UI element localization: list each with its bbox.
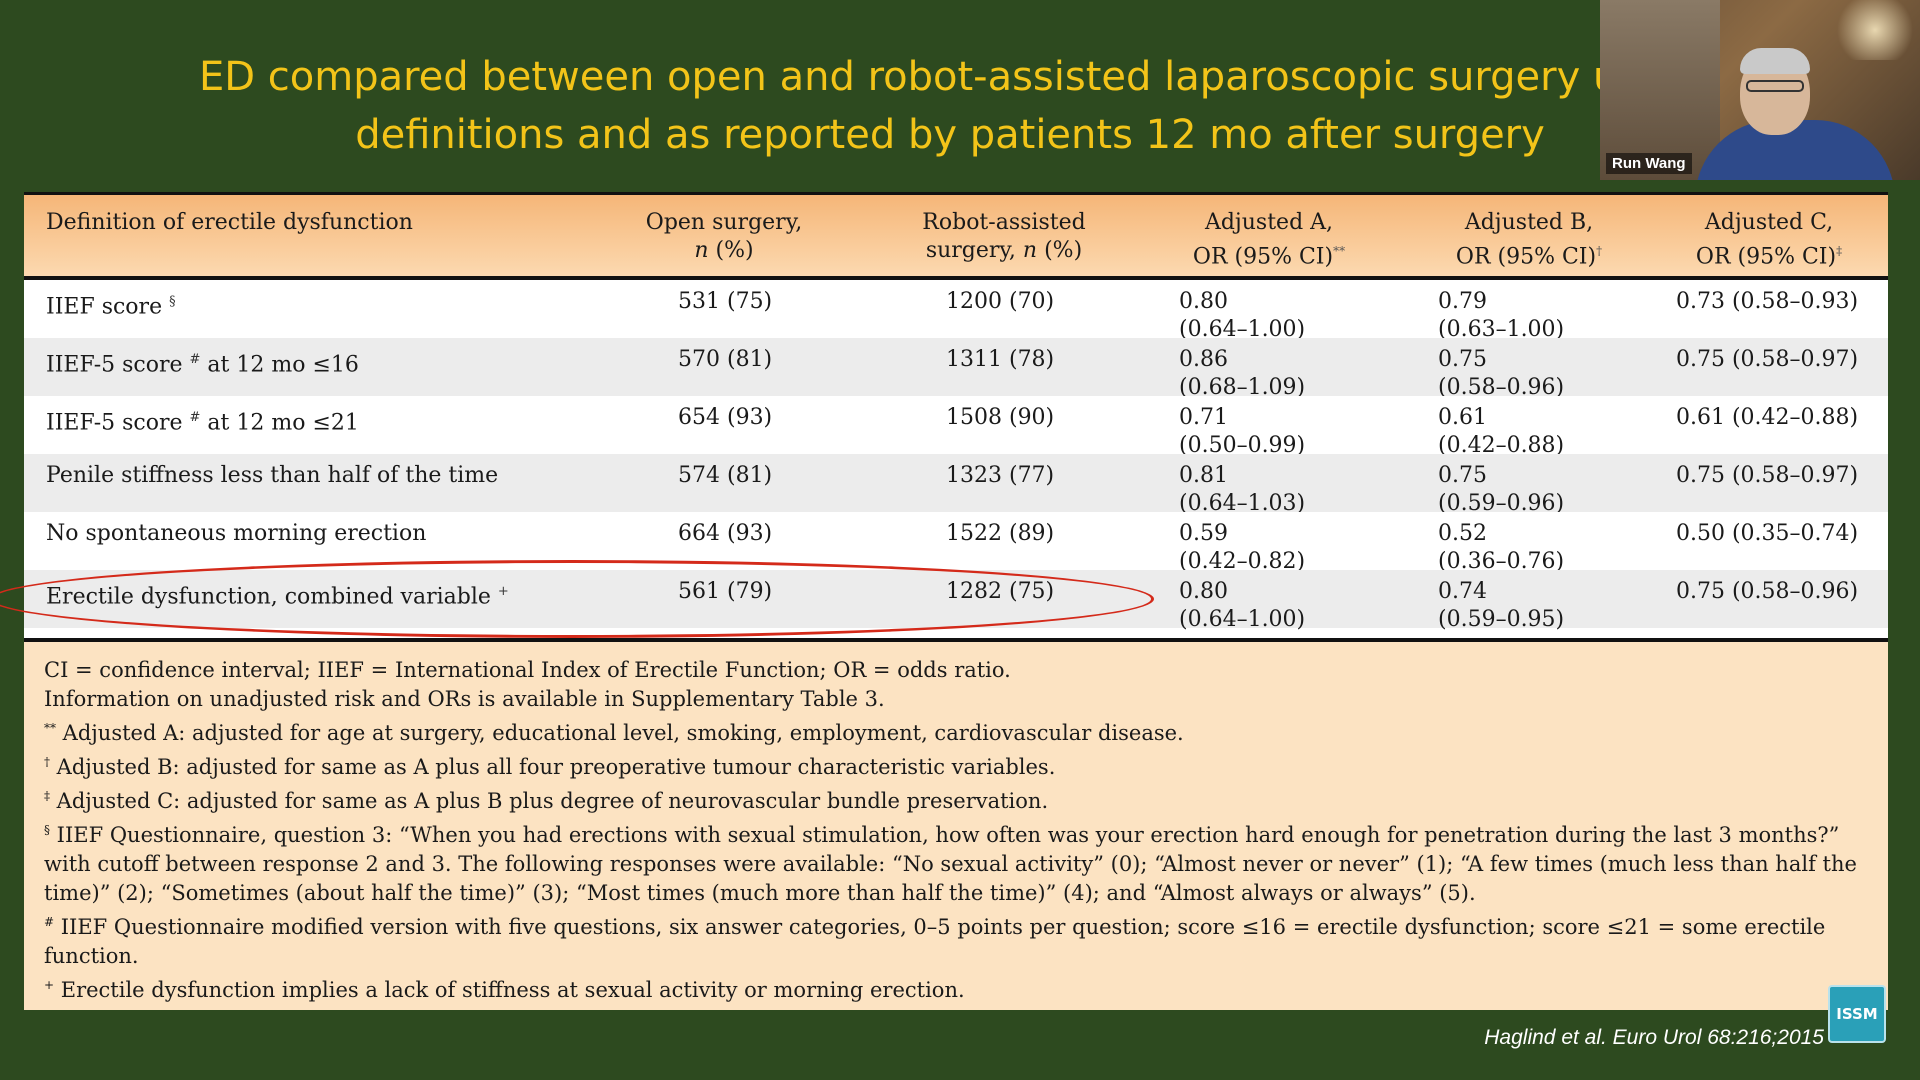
footnote: § IIEF Questionnaire, question 3: “When … [44,823,1857,905]
row-adjusted-c: 0.75 (0.58–0.97) [1676,463,1859,488]
row-definition: IIEF-5 score # at 12 mo ≤16 [46,352,359,378]
row-adjusted-c: 0.73 (0.58–0.93) [1676,289,1859,314]
participant-hair [1740,48,1810,74]
row-adjusted-a: 0.59 (0.42–0.82) [1179,521,1306,574]
header-open-surgery: Open surgery, n (%) [645,210,803,263]
row-adjusted-b: 0.52 (0.36–0.76) [1438,521,1565,574]
row-adjusted-b: 0.75 (0.59–0.96) [1438,463,1565,516]
citation: Haglind et al. Euro Urol 68:216;2015 [1484,1026,1824,1049]
row-adjusted-a: 0.80 (0.64–1.00) [1179,289,1306,342]
row-adjusted-b: 0.79 (0.63–1.00) [1438,289,1565,342]
table-row: IIEF-5 score # at 12 mo ≤21 654 (93) 150… [24,396,1888,458]
slide-title-line-1: ED compared between open and robot-assis… [198,54,1702,100]
row-definition: IIEF-5 score # at 12 mo ≤21 [46,410,359,436]
table-row: No spontaneous morning erection 664 (93)… [24,512,1888,574]
row-open: 664 (93) [678,521,773,546]
slide-title-line-2: definitions and as reported by patients … [355,112,1545,158]
table-body: IIEF score § 531 (75) 1200 (70) 0.80 (0.6… [24,280,1888,642]
table-footnotes: CI = confidence interval; IIEF = Interna… [44,656,1874,1005]
footnote: ‡ Adjusted C: adjusted for same as A plu… [44,789,1049,813]
row-open: 654 (93) [678,405,773,430]
row-open: 531 (75) [678,289,773,314]
footnote: # IIEF Questionnaire modified version wi… [44,915,1826,968]
participant-name-label: Run Wang [1606,153,1692,174]
row-adjusted-b: 0.61 (0.42–0.88) [1438,405,1565,458]
row-robot: 1200 (70) [946,289,1055,314]
footnote: CI = confidence interval; IIEF = Interna… [44,658,1011,682]
footnote: Information on unadjusted risk and ORs i… [44,687,885,711]
row-open: 574 (81) [678,463,773,488]
table-panel: Definition of erectile dysfunction Open … [24,192,1888,1010]
participant-video-tile[interactable]: Run Wang [1600,0,1920,180]
video-background [1600,0,1720,180]
slide-title: ED compared between open and robot-assis… [60,48,1840,164]
header-adjusted-a: Adjusted A, OR (95% CI)** [1192,210,1346,270]
row-adjusted-c: 0.75 (0.58–0.96) [1676,579,1859,604]
issm-logo: ISSM [1828,985,1886,1043]
row-definition: IIEF score § [46,294,176,320]
row-adjusted-b: 0.74 (0.59–0.95) [1438,579,1565,632]
header-adjusted-c: Adjusted C, OR (95% CI)‡ [1695,210,1843,270]
row-adjusted-b: 0.75 (0.58–0.96) [1438,347,1565,400]
header-robot-assisted: Robot-assisted surgery, n (%) [922,210,1086,263]
row-adjusted-a: 0.80 (0.64–1.00) [1179,579,1306,632]
row-definition: No spontaneous morning erection [46,521,427,546]
row-definition: Penile stiffness less than half of the t… [46,463,499,488]
row-adjusted-c: 0.61 (0.42–0.88) [1676,405,1859,430]
table-header: Definition of erectile dysfunction Open … [24,192,1888,280]
row-robot: 1508 (90) [946,405,1055,430]
table-row: IIEF-5 score # at 12 mo ≤16 570 (81) 131… [24,338,1888,400]
footnote: + Erectile dysfunction implies a lack of… [44,978,965,1002]
video-light [1830,0,1920,60]
row-robot: 1323 (77) [946,463,1055,488]
row-adjusted-c: 0.75 (0.58–0.97) [1676,347,1859,372]
footnote: ** Adjusted A: adjusted for age at surge… [44,721,1184,745]
row-adjusted-c: 0.50 (0.35–0.74) [1676,521,1859,546]
highlight-oval-annotation [0,560,1154,638]
row-adjusted-a: 0.86 (0.68–1.09) [1179,347,1306,400]
row-adjusted-a: 0.81 (0.64–1.03) [1179,463,1306,516]
footnote: † Adjusted B: adjusted for same as A plu… [44,755,1056,779]
row-robot: 1311 (78) [946,347,1055,372]
header-adjusted-b: Adjusted B, OR (95% CI)† [1455,210,1603,270]
header-definition: Definition of erectile dysfunction [46,210,413,235]
table-row: Penile stiffness less than half of the t… [24,454,1888,516]
row-open: 570 (81) [678,347,773,372]
row-adjusted-a: 0.71 (0.50–0.99) [1179,405,1306,458]
row-robot: 1522 (89) [946,521,1055,546]
table-row: IIEF score § 531 (75) 1200 (70) 0.80 (0.6… [24,280,1888,342]
participant-glasses [1746,80,1804,92]
